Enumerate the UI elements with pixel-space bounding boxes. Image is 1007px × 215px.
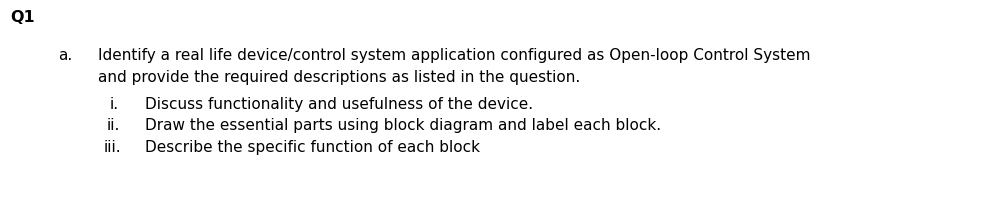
Text: iii.: iii.: [104, 140, 122, 155]
Text: ii.: ii.: [107, 118, 121, 133]
Text: Discuss functionality and usefulness of the device.: Discuss functionality and usefulness of …: [145, 97, 533, 112]
Text: Describe the specific function of each block: Describe the specific function of each b…: [145, 140, 480, 155]
Text: Draw the essential parts using block diagram and label each block.: Draw the essential parts using block dia…: [145, 118, 662, 133]
Text: Q1: Q1: [10, 10, 34, 25]
Text: Identify a real life device/control system application configured as Open-loop C: Identify a real life device/control syst…: [98, 48, 811, 63]
Text: and provide the required descriptions as listed in the question.: and provide the required descriptions as…: [98, 70, 580, 85]
Text: i.: i.: [110, 97, 119, 112]
Text: a.: a.: [58, 48, 73, 63]
